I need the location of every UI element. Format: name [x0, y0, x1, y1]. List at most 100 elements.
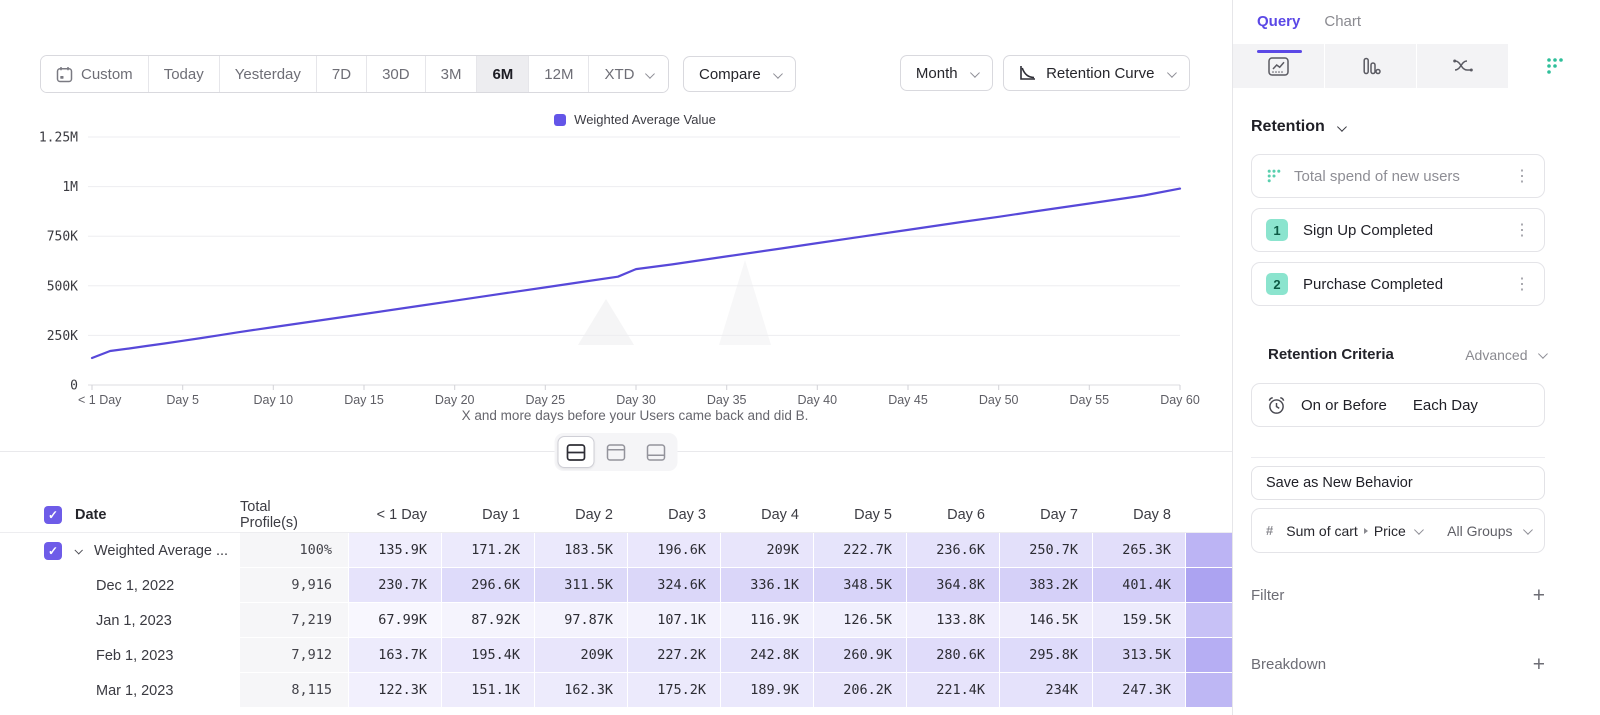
- row-label: Jan 1, 2023: [96, 612, 172, 629]
- date-column-header: ✓ Date: [0, 497, 240, 532]
- behavior-card[interactable]: Total spend of new users ⋮: [1251, 154, 1545, 198]
- retention-curve-icon: [1019, 65, 1037, 81]
- value-cell: 126.5K: [813, 603, 906, 638]
- row-label-cell: Jan 1, 2023: [0, 603, 240, 638]
- calendar-icon: [56, 66, 73, 83]
- value-cell: 183.5K: [534, 533, 627, 568]
- add-breakdown-button[interactable]: +: [1532, 653, 1545, 676]
- insights-icon: [1268, 56, 1289, 76]
- day-column-header: < 1 Day: [376, 506, 427, 523]
- value-cell: 135.9K: [348, 533, 441, 568]
- tab-query-label: Query: [1257, 13, 1301, 30]
- range-label: 12M: [544, 65, 574, 83]
- kebab-menu-icon[interactable]: ⋮: [1514, 276, 1530, 293]
- table-row[interactable]: Feb 1, 2023 7,912 163.7K 195.4K 209K 227.2K 24…: [0, 638, 1232, 673]
- group-label: All Groups: [1447, 522, 1513, 539]
- svg-text:Day 45: Day 45: [888, 393, 928, 407]
- view-toggle-group: [554, 433, 678, 471]
- range-xtd[interactable]: XTD: [588, 56, 668, 92]
- tab-chart[interactable]: Chart: [1324, 13, 1361, 44]
- range-label: Custom: [81, 65, 133, 83]
- range-7d[interactable]: 7D: [315, 56, 367, 92]
- all-groups-dropdown[interactable]: All Groups: [1447, 522, 1533, 539]
- svg-text:Day 50: Day 50: [979, 393, 1019, 407]
- value-cell: 133.8K: [906, 603, 999, 638]
- value-cell: 175.2K: [627, 673, 720, 708]
- total-profiles-cell: 7,219: [240, 603, 348, 638]
- tab-funnels[interactable]: [1324, 44, 1416, 88]
- table-row[interactable]: Jan 1, 2023 7,219 67.99K 87.92K 97.87K 107.1K…: [0, 603, 1232, 638]
- clipped-value-cell: [1185, 568, 1232, 603]
- range-6m[interactable]: 6M: [476, 56, 529, 92]
- range-yesterday[interactable]: Yesterday: [218, 56, 316, 92]
- value-cell: 206.2K: [813, 673, 906, 708]
- table-row[interactable]: ✓ Weighted Average ... 100% 135.9K 171.2K 183…: [0, 533, 1232, 568]
- retention-curve-chart[interactable]: 1.25M 1M 750K 500K 250K 0< 1 Day Day 5 Day 10 Da…: [0, 100, 1232, 420]
- table-row[interactable]: Dec 1, 2022 9,916 230.7K 296.6K 311.5K 324.6K…: [0, 568, 1232, 603]
- row-checkbox[interactable]: ✓: [44, 505, 62, 524]
- advanced-dropdown[interactable]: Advanced: [1465, 347, 1548, 363]
- granularity-button[interactable]: Month: [899, 55, 994, 91]
- row-label: Feb 1, 2023: [96, 647, 174, 664]
- split-view-button[interactable]: [557, 436, 595, 468]
- chart-view-button[interactable]: [598, 436, 635, 468]
- measure-subproperty-label: Price: [1373, 522, 1406, 539]
- day-column-header: Day 2: [575, 506, 613, 523]
- date-range-toolbar: Custom Today Yesterday 7D 30D 3M 6M 12M XTD Comp…: [40, 55, 797, 93]
- range-label: XTD: [604, 65, 635, 83]
- day-column-header: Day 3: [668, 506, 706, 523]
- row-checkbox[interactable]: ✓: [44, 541, 62, 560]
- range-today[interactable]: Today: [147, 56, 219, 92]
- criteria-label: Retention Criteria: [1268, 346, 1394, 363]
- tab-query[interactable]: Query: [1257, 13, 1303, 53]
- range-30d[interactable]: 30D: [366, 56, 425, 92]
- clipped-value-cell: [1185, 533, 1232, 568]
- day-column-header: Day 1: [482, 506, 520, 523]
- value-cell: 234K: [999, 673, 1092, 708]
- range-label: 3M: [440, 65, 462, 83]
- range-3m[interactable]: 3M: [424, 56, 477, 92]
- retention-section-header[interactable]: Retention: [1251, 118, 1545, 136]
- compare-button[interactable]: Compare: [682, 56, 797, 92]
- measure-card[interactable]: # Sum of cart Price All Groups: [1251, 508, 1545, 553]
- unit-dropdown[interactable]: Each Day: [1412, 396, 1478, 414]
- svg-text:750K: 750K: [47, 230, 78, 245]
- chart-type-button[interactable]: Retention Curve: [1003, 55, 1190, 91]
- chevron-down-icon: [773, 68, 783, 78]
- chevron-down-icon: [1414, 525, 1424, 535]
- range-label: 7D: [331, 65, 352, 83]
- tab-flows[interactable]: [1416, 44, 1508, 88]
- value-cell: 265.3K: [1092, 533, 1185, 568]
- kebab-menu-icon[interactable]: ⋮: [1514, 222, 1530, 239]
- total-profiles-cell: 100%: [240, 533, 348, 568]
- add-filter-button[interactable]: +: [1532, 584, 1545, 607]
- range-12m[interactable]: 12M: [528, 56, 589, 92]
- tab-chart-label: Chart: [1324, 13, 1362, 30]
- step-number-badge: 1: [1266, 219, 1288, 241]
- chevron-down-icon: [1166, 67, 1177, 77]
- range-custom[interactable]: Custom: [41, 56, 148, 92]
- value-cell: 227.2K: [627, 638, 720, 673]
- value-cell: 242.8K: [720, 638, 813, 673]
- value-cell: 348.5K: [813, 568, 906, 603]
- main-panel: Custom Today Yesterday 7D 30D 3M 6M 12M XTD Comp…: [0, 55, 1232, 708]
- step-event-label: Purchase Completed: [1303, 275, 1444, 293]
- value-cell: 250.7K: [999, 533, 1092, 568]
- step-event-label: Sign Up Completed: [1303, 221, 1434, 239]
- step-card-1[interactable]: 1 Sign Up Completed ⋮: [1251, 208, 1545, 252]
- condition-dropdown[interactable]: On or Before: [1301, 396, 1387, 414]
- kebab-menu-icon[interactable]: ⋮: [1514, 168, 1530, 185]
- measure-property-label: Sum of cart: [1286, 522, 1358, 539]
- expand-chevron-icon[interactable]: [74, 545, 83, 555]
- step-card-2[interactable]: 2 Purchase Completed ⋮: [1251, 262, 1545, 306]
- tab-retention[interactable]: [1508, 44, 1600, 88]
- caret-right-icon: [1363, 527, 1368, 534]
- table-view-button[interactable]: [638, 436, 675, 468]
- table-row[interactable]: Mar 1, 2023 8,115 122.3K 151.1K 162.3K 175.2K…: [0, 673, 1232, 708]
- save-as-new-behavior-button[interactable]: Save as New Behavior: [1251, 466, 1545, 500]
- value-cell: 162.3K: [534, 673, 627, 708]
- breakdown-section: Breakdown +: [1251, 654, 1545, 675]
- range-label: Yesterday: [234, 65, 301, 83]
- row-label-cell: Mar 1, 2023: [0, 673, 240, 708]
